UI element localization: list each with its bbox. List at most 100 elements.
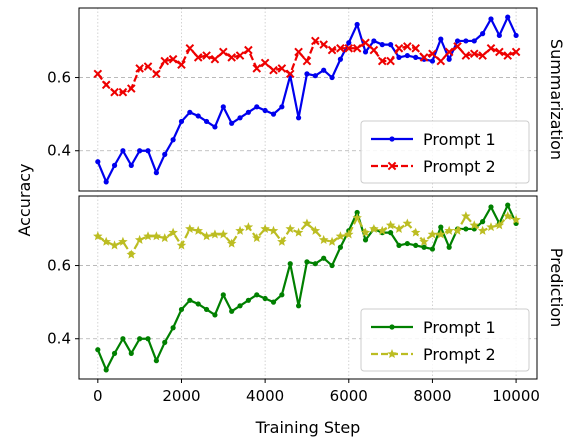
data-point (143, 62, 153, 71)
data-point (162, 339, 168, 345)
y-tick-label: 0.4 (47, 330, 71, 348)
data-point (503, 51, 513, 60)
data-point (327, 45, 337, 55)
data-point (403, 42, 412, 51)
data-point (444, 47, 454, 57)
data-point (252, 233, 262, 243)
data-point (159, 233, 170, 243)
data-point (237, 115, 243, 121)
data-point (254, 292, 260, 298)
legend-label: Prompt 1 (423, 318, 496, 337)
data-point (277, 236, 287, 246)
data-point (471, 38, 477, 44)
data-point (109, 240, 120, 250)
data-point (396, 242, 402, 249)
data-point (495, 47, 504, 57)
data-point (252, 64, 262, 73)
data-point (120, 336, 126, 342)
x-axis-title: Training Step (255, 418, 361, 437)
data-point (212, 312, 218, 318)
data-point (244, 45, 253, 55)
data-point (193, 225, 203, 235)
legend-frame (360, 308, 530, 372)
data-point (304, 259, 310, 265)
data-point (295, 115, 302, 121)
data-point (396, 54, 402, 61)
panel-prediction: 0.4 0.6 Prediction Prompt 1 Prompt 2 (47, 195, 566, 380)
data-point (227, 53, 236, 62)
data-point (293, 227, 304, 237)
legend-marker (389, 324, 395, 330)
data-point (413, 242, 419, 249)
data-point (201, 231, 212, 241)
data-point (126, 249, 137, 259)
data-point (335, 231, 346, 241)
data-point (494, 220, 505, 230)
data-point (178, 118, 185, 125)
data-point (168, 227, 178, 237)
data-point (388, 42, 394, 48)
data-point (329, 262, 335, 269)
data-point (254, 104, 260, 110)
data-point (452, 225, 463, 235)
data-point (369, 45, 379, 55)
data-point (195, 113, 201, 119)
data-point (411, 43, 421, 53)
data-point (220, 292, 226, 298)
data-point (185, 223, 195, 233)
data-point (502, 211, 513, 221)
data-point (319, 40, 328, 49)
data-point (279, 292, 285, 298)
data-point (137, 148, 143, 154)
data-point (193, 53, 203, 62)
data-point (270, 111, 277, 117)
data-point (360, 227, 371, 237)
data-point (195, 301, 201, 307)
data-point (385, 220, 396, 230)
data-point (168, 54, 178, 64)
data-point (126, 84, 136, 93)
data-point (511, 47, 521, 57)
data-point (478, 51, 487, 60)
data-point (237, 303, 243, 309)
legend-label: Prompt 2 (423, 345, 496, 364)
data-point (93, 231, 103, 241)
data-point (488, 16, 494, 22)
data-point (329, 74, 335, 81)
data-point (438, 36, 444, 42)
data-point (486, 222, 496, 232)
data-point (269, 65, 278, 75)
data-point (170, 325, 176, 331)
data-point (202, 51, 211, 60)
data-point (151, 231, 162, 241)
data-point (421, 244, 427, 250)
panel-label: Prediction (547, 248, 566, 327)
data-point (178, 306, 185, 313)
data-point (379, 42, 385, 48)
y-tick-label: 0.6 (47, 69, 71, 87)
series-2 (93, 36, 521, 97)
data-point (461, 51, 471, 60)
data-point (103, 367, 109, 373)
data-point (145, 336, 151, 342)
data-point (203, 118, 210, 125)
legend: Prompt 1 Prompt 2 (360, 308, 530, 372)
data-point (212, 124, 218, 130)
x-tick-label: 10000 (492, 387, 540, 405)
data-point (446, 244, 452, 250)
data-point (262, 295, 268, 302)
data-point (260, 223, 270, 233)
data-point (218, 229, 229, 239)
legend-label: Prompt 1 (423, 130, 496, 149)
data-point (321, 67, 327, 73)
data-point (344, 229, 354, 239)
data-point (160, 56, 170, 66)
data-point (377, 225, 387, 235)
data-point (235, 51, 245, 60)
data-point (419, 236, 429, 246)
plot-frame (78, 7, 538, 192)
series-2 (93, 211, 521, 259)
data-point (137, 336, 143, 342)
legend-marker (387, 161, 397, 171)
